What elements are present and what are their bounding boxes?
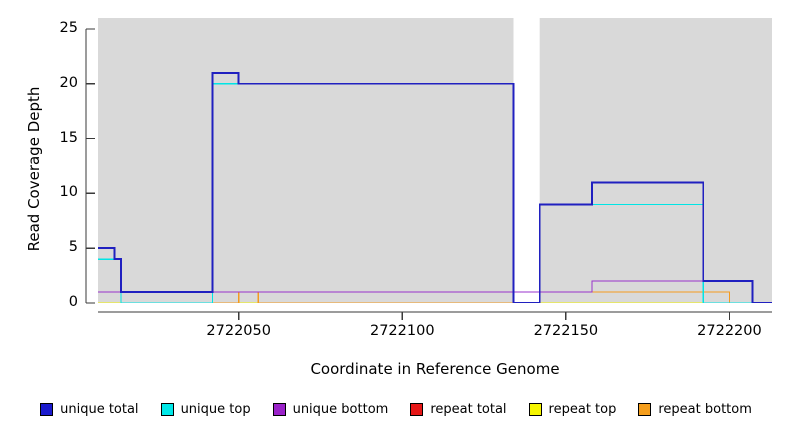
legend-item[interactable]: unique total bbox=[40, 401, 139, 417]
legend-label: unique total bbox=[60, 401, 139, 417]
x-tick-label: 2722100 bbox=[369, 323, 435, 339]
legend-swatch-icon bbox=[410, 402, 424, 416]
legend-item[interactable]: repeat bottom bbox=[638, 401, 752, 417]
x-axis-title: Coordinate in Reference Genome bbox=[310, 360, 560, 378]
x-tick-label: 2722050 bbox=[206, 323, 271, 339]
y-tick-label: 25 bbox=[59, 19, 78, 36]
legend: unique total unique top unique bottom repea… bbox=[0, 398, 792, 420]
series-line-unique-bottom bbox=[98, 280, 772, 303]
y-tick-label: 20 bbox=[59, 74, 78, 91]
legend-item[interactable]: repeat total bbox=[410, 401, 507, 417]
legend-label: unique top bbox=[180, 401, 251, 417]
x-tick-label: 2722150 bbox=[533, 323, 599, 339]
legend-label: unique bottom bbox=[292, 401, 389, 417]
y-tick-label: 10 bbox=[59, 184, 78, 201]
series-line-unique-top bbox=[98, 83, 772, 303]
legend-label: repeat bottom bbox=[658, 401, 752, 417]
plot-panel bbox=[98, 18, 772, 303]
y-tick-label: 15 bbox=[59, 129, 78, 146]
legend-label: repeat total bbox=[430, 401, 507, 417]
legend-swatch-icon bbox=[40, 402, 54, 416]
series-line-repeat-bottom bbox=[98, 291, 772, 303]
legend-item[interactable]: repeat top bbox=[528, 401, 617, 417]
y-tick-label: 0 bbox=[68, 294, 78, 310]
legend-item[interactable]: unique bottom bbox=[272, 401, 389, 417]
legend-swatch-icon bbox=[160, 402, 174, 416]
coverage-series-svg bbox=[98, 18, 772, 303]
x-tick-label: 2722200 bbox=[697, 323, 762, 339]
legend-swatch-icon bbox=[528, 402, 542, 416]
legend-label: repeat top bbox=[548, 401, 617, 417]
legend-swatch-icon bbox=[272, 402, 286, 416]
no-data-gap-band bbox=[513, 18, 540, 303]
legend-item[interactable]: unique top bbox=[160, 401, 251, 417]
y-tick-label: 5 bbox=[68, 239, 78, 256]
legend-swatch-icon bbox=[638, 402, 652, 416]
series-line-unique-total bbox=[98, 71, 772, 303]
